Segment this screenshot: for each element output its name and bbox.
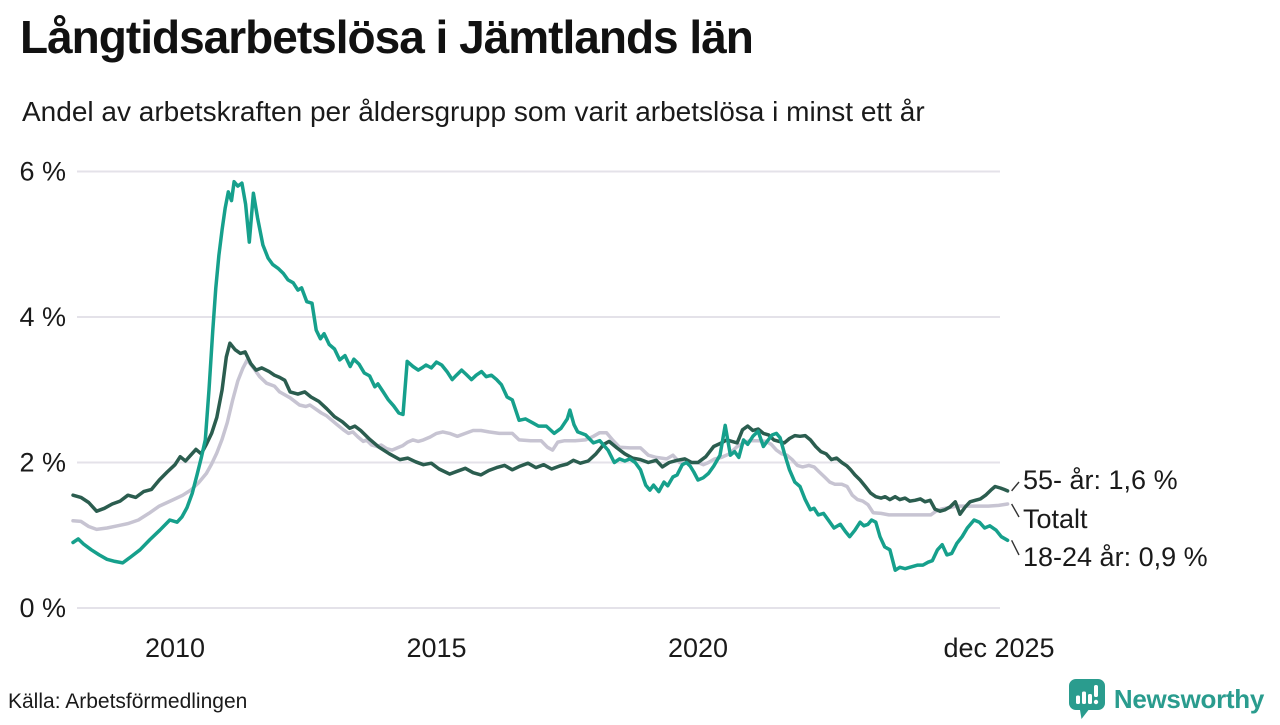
- x-tick-label: 2020: [668, 633, 728, 663]
- bar-medium-icon: [1087, 694, 1092, 704]
- series-end-label: 55- år: 1,6 %: [1023, 465, 1178, 495]
- y-tick-label: 6 %: [19, 157, 66, 187]
- x-tick-label: 2010: [145, 633, 205, 663]
- series-line-55-r: [71, 341, 1010, 516]
- label-connector: [1011, 503, 1020, 518]
- x-tick-label: 2015: [406, 633, 466, 663]
- label-connector: [1010, 540, 1020, 556]
- source-note: Källa: Arbetsförmedlingen: [8, 690, 248, 713]
- series-line-18-24-r: [71, 179, 1010, 572]
- x-tick-label: dec 2025: [943, 633, 1054, 663]
- exclamation-bar-icon: [1093, 685, 1098, 697]
- page-title: Långtidsarbetslösa i Jämtlands län: [20, 11, 754, 63]
- speech-bubble-shape: [1068, 679, 1105, 719]
- chart-subtitle: Andel av arbetskraften per åldersgrupp s…: [22, 96, 925, 127]
- bar-small-icon: [1075, 695, 1080, 704]
- series-line-totalt: [71, 358, 1010, 532]
- y-tick-label: 0 %: [19, 593, 66, 623]
- series-end-label: 18-24 år: 0,9 %: [1023, 542, 1208, 572]
- y-tick-label: 2 %: [19, 448, 66, 478]
- newsworthy-logo: Newsworthy: [1068, 679, 1264, 720]
- exclamation-dot-icon: [1093, 699, 1099, 705]
- series-end-label: Totalt: [1023, 504, 1088, 534]
- y-tick-label: 4 %: [19, 302, 66, 332]
- newsworthy-icon: [1068, 679, 1105, 719]
- newsworthy-wordmark: Newsworthy: [1113, 684, 1264, 714]
- label-connector: [1011, 481, 1020, 492]
- bar-tall-icon: [1081, 691, 1086, 704]
